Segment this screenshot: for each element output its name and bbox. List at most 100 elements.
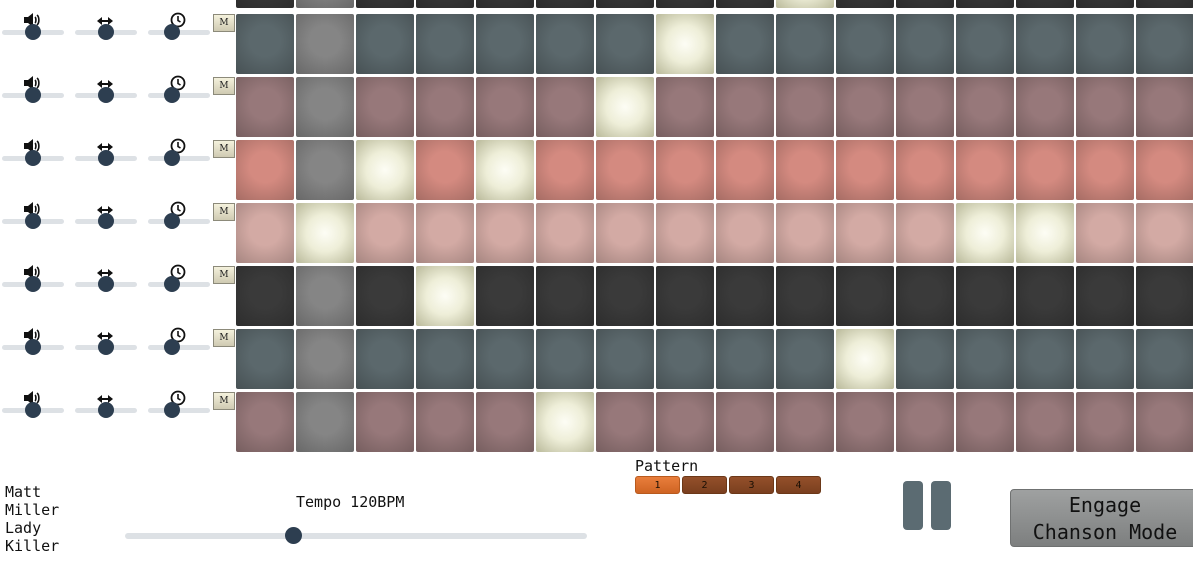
tempo-track-slider[interactable]: [148, 150, 210, 166]
step-pad[interactable]: [596, 14, 654, 74]
step-pad[interactable]: [956, 392, 1014, 452]
slider-knob[interactable]: [98, 150, 114, 166]
step-pad[interactable]: [776, 14, 834, 74]
step-pad[interactable]: [1076, 203, 1134, 263]
step-pad[interactable]: [356, 77, 414, 137]
step-pad[interactable]: [956, 203, 1014, 263]
mute-button[interactable]: M: [213, 14, 235, 32]
engage-chanson-mode-button[interactable]: Engage Chanson Mode: [1010, 489, 1193, 547]
step-pad[interactable]: [836, 140, 894, 200]
mute-button[interactable]: M: [213, 140, 235, 158]
step-pad[interactable]: [236, 329, 294, 389]
pause-button[interactable]: [903, 481, 951, 530]
step-pad[interactable]: [896, 77, 954, 137]
slider-knob[interactable]: [98, 213, 114, 229]
pan-slider[interactable]: [75, 276, 137, 292]
step-pad[interactable]: [656, 392, 714, 452]
step-pad[interactable]: [776, 0, 834, 8]
step-pad[interactable]: [356, 14, 414, 74]
step-pad[interactable]: [656, 329, 714, 389]
step-pad[interactable]: [716, 77, 774, 137]
step-pad[interactable]: [776, 203, 834, 263]
step-pad[interactable]: [896, 14, 954, 74]
step-pad[interactable]: [236, 0, 294, 8]
step-pad[interactable]: [476, 140, 534, 200]
step-pad[interactable]: [596, 0, 654, 8]
step-pad[interactable]: [1136, 392, 1193, 452]
step-pad[interactable]: [596, 392, 654, 452]
mute-button[interactable]: M: [213, 392, 235, 410]
step-pad[interactable]: [1076, 77, 1134, 137]
step-pad[interactable]: [836, 14, 894, 74]
pattern-button-1[interactable]: 1: [635, 476, 680, 494]
step-pad[interactable]: [596, 329, 654, 389]
step-pad[interactable]: [716, 392, 774, 452]
step-pad[interactable]: [296, 392, 354, 452]
step-pad[interactable]: [416, 392, 474, 452]
step-pad[interactable]: [416, 140, 474, 200]
slider-knob[interactable]: [25, 24, 41, 40]
step-pad[interactable]: [956, 0, 1014, 8]
step-pad[interactable]: [1136, 140, 1193, 200]
step-pad[interactable]: [236, 14, 294, 74]
slider-knob[interactable]: [164, 24, 181, 40]
step-pad[interactable]: [896, 0, 954, 8]
pan-slider[interactable]: [75, 150, 137, 166]
step-pad[interactable]: [476, 392, 534, 452]
step-pad[interactable]: [296, 203, 354, 263]
step-pad[interactable]: [896, 392, 954, 452]
step-pad[interactable]: [416, 14, 474, 74]
step-pad[interactable]: [836, 77, 894, 137]
pan-slider[interactable]: [75, 213, 137, 229]
pattern-button-2[interactable]: 2: [682, 476, 727, 494]
step-pad[interactable]: [896, 140, 954, 200]
tempo-track-slider[interactable]: [148, 24, 210, 40]
step-pad[interactable]: [476, 203, 534, 263]
step-pad[interactable]: [1076, 266, 1134, 326]
step-pad[interactable]: [356, 203, 414, 263]
tempo-track-slider[interactable]: [148, 87, 210, 103]
step-pad[interactable]: [296, 77, 354, 137]
step-pad[interactable]: [596, 140, 654, 200]
tempo-slider-knob[interactable]: [285, 527, 303, 544]
mute-button[interactable]: M: [213, 329, 235, 347]
pattern-button-4[interactable]: 4: [776, 476, 821, 494]
volume-slider[interactable]: [2, 87, 64, 103]
pan-slider[interactable]: [75, 87, 137, 103]
step-pad[interactable]: [356, 0, 414, 8]
step-pad[interactable]: [1016, 0, 1074, 8]
step-pad[interactable]: [716, 329, 774, 389]
step-pad[interactable]: [356, 266, 414, 326]
slider-knob[interactable]: [164, 276, 181, 292]
step-pad[interactable]: [536, 140, 594, 200]
slider-knob[interactable]: [25, 87, 41, 103]
volume-slider[interactable]: [2, 150, 64, 166]
tempo-track-slider[interactable]: [148, 213, 210, 229]
pattern-button-3[interactable]: 3: [729, 476, 774, 494]
step-pad[interactable]: [596, 203, 654, 263]
step-pad[interactable]: [716, 140, 774, 200]
mute-button[interactable]: M: [213, 266, 235, 284]
step-pad[interactable]: [536, 77, 594, 137]
slider-knob[interactable]: [25, 276, 41, 292]
slider-knob[interactable]: [164, 87, 181, 103]
step-pad[interactable]: [1016, 266, 1074, 326]
slider-knob[interactable]: [25, 402, 41, 418]
step-pad[interactable]: [716, 14, 774, 74]
mute-button[interactable]: M: [213, 77, 235, 95]
step-pad[interactable]: [1016, 77, 1074, 137]
step-pad[interactable]: [1136, 14, 1193, 74]
step-pad[interactable]: [1136, 266, 1193, 326]
step-pad[interactable]: [716, 203, 774, 263]
step-pad[interactable]: [1136, 77, 1193, 137]
step-pad[interactable]: [536, 329, 594, 389]
step-pad[interactable]: [1136, 0, 1193, 8]
step-pad[interactable]: [656, 140, 714, 200]
tempo-track-slider[interactable]: [148, 339, 210, 355]
volume-slider[interactable]: [2, 276, 64, 292]
step-pad[interactable]: [716, 0, 774, 8]
step-pad[interactable]: [956, 329, 1014, 389]
slider-knob[interactable]: [164, 402, 181, 418]
step-pad[interactable]: [476, 329, 534, 389]
step-pad[interactable]: [356, 329, 414, 389]
